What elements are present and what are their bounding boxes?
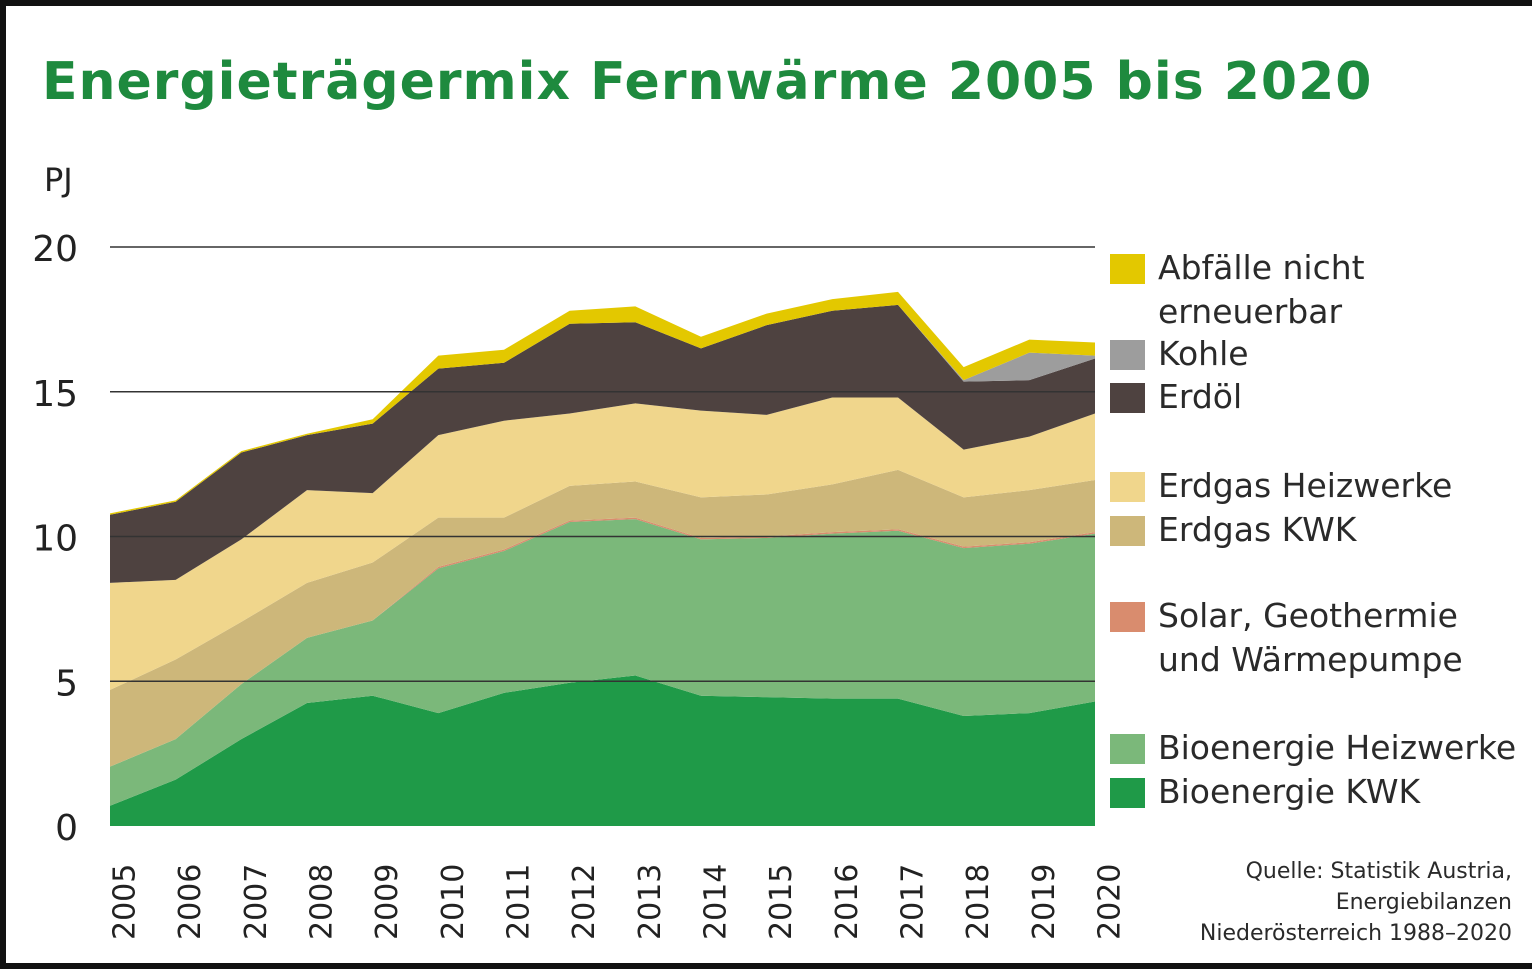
y-tick-label: 5 (55, 663, 78, 704)
legend-label: Kohle (1158, 334, 1249, 373)
source-line: Niederösterreich 1988–2020 (1199, 921, 1512, 946)
x-tick-label: 2018 (961, 864, 996, 940)
x-tick-label: 2009 (370, 864, 405, 940)
x-tick-label: 2019 (1027, 864, 1062, 940)
area (110, 397, 1095, 690)
x-tick-label: 2010 (436, 864, 471, 940)
x-tick-label: 2011 (502, 864, 537, 940)
y-tick-label: 15 (32, 374, 78, 415)
legend-swatch (1110, 778, 1145, 808)
legend-label: Erdgas KWK (1158, 510, 1357, 549)
legend-swatch (1110, 472, 1145, 502)
source-line: Energiebilanzen (1335, 890, 1512, 915)
legend-label: Abfälle nicht erneuerbar (1158, 248, 1365, 331)
y-tick-label: 20 (32, 229, 78, 270)
x-tick-label: 2020 (1093, 864, 1128, 940)
legend-label: Solar, Geothermie und Wärmepumpe (1158, 596, 1463, 679)
legend-label: Erdöl (1158, 377, 1243, 416)
x-tick-label: 2007 (239, 864, 274, 940)
source: Quelle: Statistik Austria, Energiebilanz… (1200, 856, 1512, 949)
legend-swatch (1110, 340, 1145, 370)
x-tick-label: 2005 (108, 864, 143, 940)
x-tick-label: 2016 (830, 864, 865, 940)
area (110, 519, 1095, 806)
area (110, 675, 1095, 826)
x-tick-label: 2015 (764, 864, 799, 940)
area (110, 469, 1095, 767)
legend-swatch (1110, 602, 1145, 632)
chart-title: Energieträgermix Fernwärme 2005 bis 2020 (42, 52, 1373, 112)
legend-label: Bioenergie Heizwerke (1158, 728, 1517, 767)
area (110, 304, 1095, 583)
legend-label: Bioenergie KWK (1158, 772, 1421, 811)
legend-swatch (1110, 383, 1145, 413)
y-tick-label: 10 (32, 519, 78, 560)
x-tick-label: 2013 (633, 864, 668, 940)
source-line: Quelle: Statistik Austria, (1245, 859, 1512, 884)
y-tick-label: 0 (55, 808, 78, 849)
x-tick-label: 2017 (896, 864, 931, 940)
legend-swatch (1110, 734, 1145, 764)
legend-label: Erdgas Heizwerke (1158, 466, 1453, 505)
x-tick-label: 2014 (699, 864, 734, 940)
legend-swatch (1110, 516, 1145, 546)
x-tick-label: 2012 (567, 864, 602, 940)
x-tick-label: 2008 (305, 864, 340, 940)
y-axis-label: PJ (44, 161, 73, 199)
legend-swatch (1110, 254, 1145, 284)
x-tick-label: 2006 (173, 864, 208, 940)
